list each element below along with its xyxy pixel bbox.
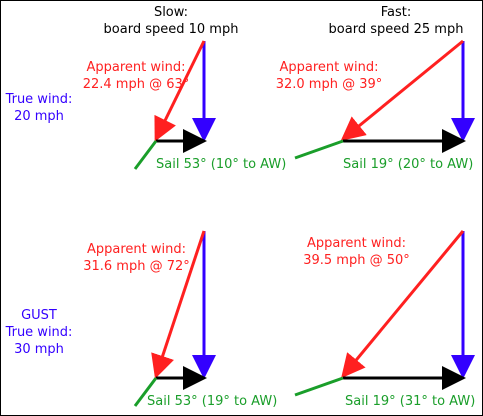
sail-label-normal-fast: Sail 19° (20° to AW) <box>343 156 473 173</box>
column-header-fast-line2: board speed 25 mph <box>328 22 464 37</box>
apparent-wind-arrow <box>340 39 464 141</box>
row-label-normal-line2: 20 mph <box>14 109 64 124</box>
apparent-wind-title: Apparent wind: <box>279 60 379 75</box>
row-label-gust-line3: 30 mph <box>14 342 64 357</box>
apparent-wind-value: 22.4 mph @ 63° <box>82 77 190 92</box>
sail-value: Sail 19° (31° to AW) <box>345 394 476 409</box>
row-label-gust-line2: True wind: <box>5 325 73 340</box>
sail-line <box>133 140 158 170</box>
apparent-wind-label-gust-fast: Apparent wind: 39.5 mph @ 50° <box>299 235 414 269</box>
apparent-wind-value: 32.0 mph @ 39° <box>275 77 383 92</box>
column-header-slow-line2: board speed 10 mph <box>103 22 239 37</box>
apparent-wind-title: Apparent wind: <box>86 242 186 257</box>
sail-line <box>133 377 158 407</box>
sail-line <box>294 139 344 160</box>
column-header-slow: Slow: board speed 10 mph <box>81 4 261 38</box>
panel-gust-fast <box>294 230 475 397</box>
apparent-wind-value: 39.5 mph @ 50° <box>303 253 410 268</box>
column-header-fast-line1: Fast: <box>380 5 412 20</box>
sail-value: Sail 53° (10° to AW) <box>156 157 287 172</box>
apparent-wind-label-gust-slow: Apparent wind: 31.6 mph @ 72° <box>79 241 194 275</box>
sail-value: Sail 19° (20° to AW) <box>343 157 474 172</box>
sail-label-gust-slow: Sail 53° (19° to AW) <box>147 393 277 410</box>
apparent-wind-title: Apparent wind: <box>306 236 406 251</box>
sail-value: Sail 53° (19° to AW) <box>147 394 278 409</box>
column-header-fast: Fast: board speed 25 mph <box>306 4 483 38</box>
apparent-wind-label-normal-fast: Apparent wind: 32.0 mph @ 39° <box>269 59 389 93</box>
apparent-wind-arrow <box>341 230 465 379</box>
panel-normal-fast <box>294 39 475 160</box>
panel-gust-slow <box>133 230 216 407</box>
panel-normal-slow <box>133 40 216 170</box>
apparent-wind-value: 31.6 mph @ 72° <box>83 259 190 274</box>
column-header-slow-line1: Slow: <box>153 5 189 20</box>
apparent-wind-arrow <box>154 40 206 142</box>
sail-label-normal-slow: Sail 53° (10° to AW) <box>156 156 286 173</box>
row-label-normal: True wind: 20 mph <box>1 91 77 125</box>
apparent-wind-title: Apparent wind: <box>86 60 186 75</box>
sail-line <box>294 376 344 397</box>
row-label-normal-line1: True wind: <box>5 92 73 107</box>
apparent-wind-arrow <box>151 230 206 379</box>
row-label-gust: GUST True wind: 30 mph <box>1 307 77 358</box>
sail-label-gust-fast: Sail 19° (31° to AW) <box>345 393 475 410</box>
row-label-gust-line1: GUST <box>21 308 57 323</box>
apparent-wind-label-normal-slow: Apparent wind: 22.4 mph @ 63° <box>81 59 191 93</box>
